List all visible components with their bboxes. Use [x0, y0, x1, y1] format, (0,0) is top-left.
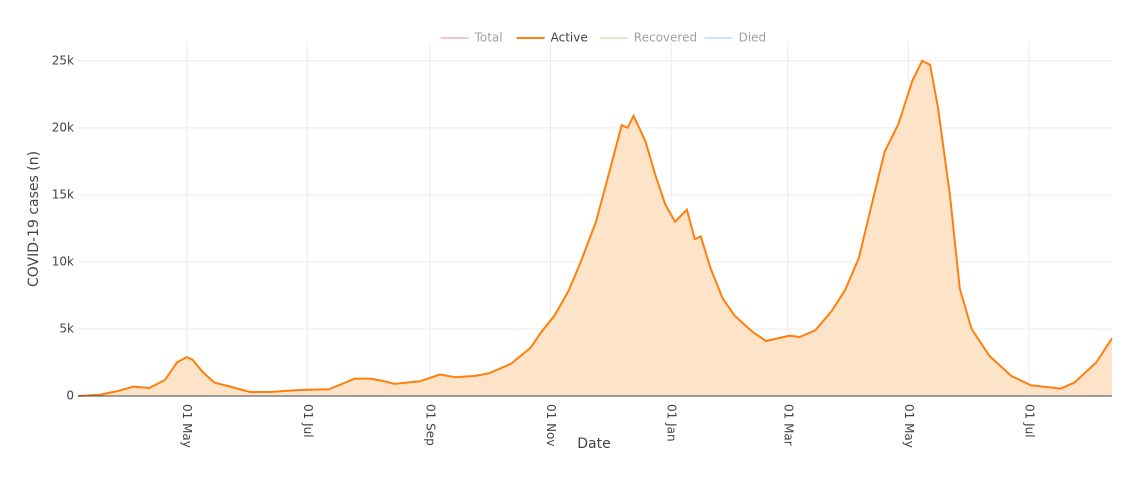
legend-item[interactable]: Died: [704, 31, 767, 45]
legend-item[interactable]: Active: [516, 31, 588, 45]
area-fill: [78, 60, 1112, 397]
y-tick-label: 0: [66, 389, 74, 403]
x-tick-label: 01 May: [180, 404, 194, 448]
x-axis-label: Date: [577, 436, 610, 452]
y-tick-label: 20k: [52, 120, 74, 134]
x-tick-label: 01 Mar: [781, 404, 795, 446]
y-tick-label: 10k: [52, 254, 74, 268]
y-tick-label: 5k: [59, 321, 74, 335]
x-tick-label: 01 Nov: [544, 404, 558, 447]
legend-label: Total: [474, 31, 503, 45]
legend-label: Died: [739, 31, 767, 45]
x-tick-label: 01 Jul: [1022, 404, 1036, 438]
legend-item[interactable]: Total: [440, 31, 503, 45]
x-tick-label: 01 May: [902, 404, 916, 448]
y-axis-label: COVID-19 cases (n): [26, 151, 42, 287]
y-tick-label: 25k: [52, 53, 74, 67]
legend-label: Recovered: [634, 31, 697, 45]
y-tick-label: 15k: [52, 187, 74, 201]
legend-item[interactable]: Recovered: [599, 31, 697, 45]
line: [77, 59, 1113, 397]
x-tick-label: 01 Sep: [423, 404, 437, 446]
x-tick-label: 01 Jan: [665, 404, 679, 442]
x-tick-label: 01 Jul: [301, 404, 315, 438]
legend-label: Active: [551, 31, 588, 45]
